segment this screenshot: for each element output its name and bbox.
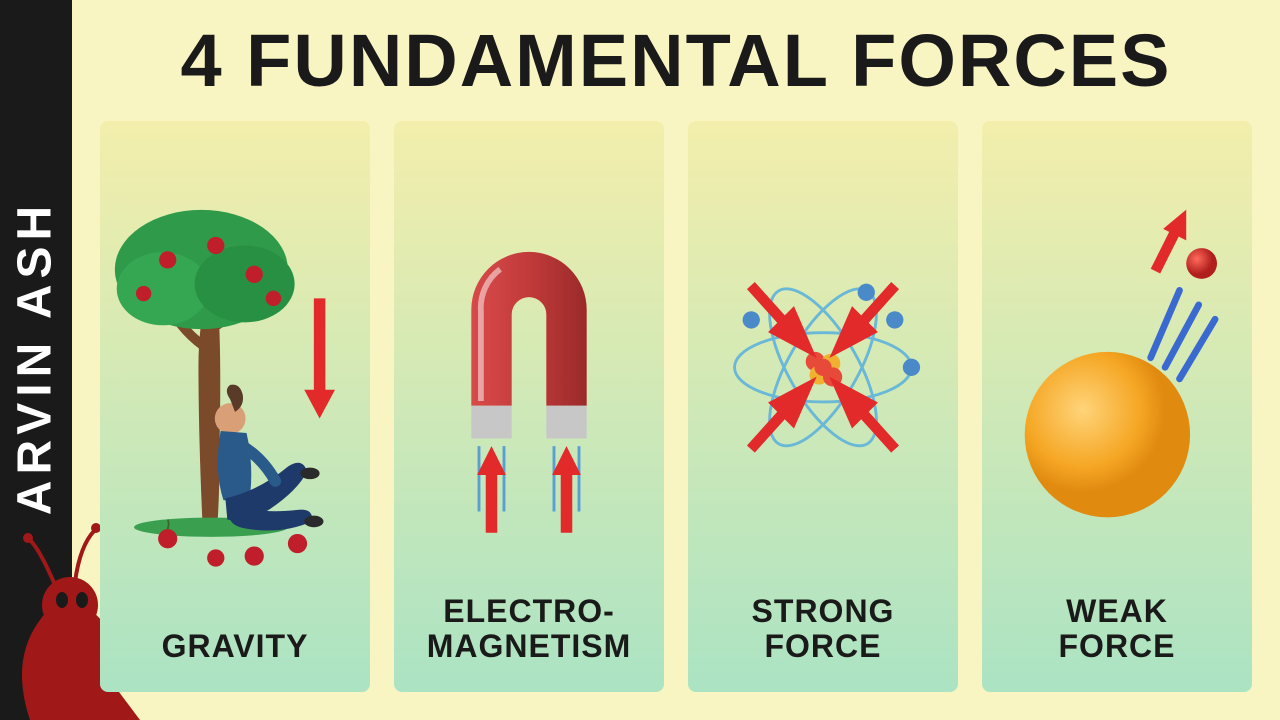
weak-illustration bbox=[992, 141, 1242, 594]
em-illustration bbox=[404, 141, 654, 594]
gravity-illustration bbox=[110, 141, 360, 629]
strong-illustration bbox=[698, 141, 948, 594]
brand-sidebar: ARVIN ASH bbox=[0, 0, 72, 720]
panel-gravity: GRAVITY bbox=[100, 121, 370, 692]
panel-label-weak: WEAK FORCE bbox=[1059, 594, 1176, 664]
page-title: 4 FUNDAMENTAL FORCES bbox=[100, 18, 1252, 103]
panel-label-em: ELECTRO- MAGNETISM bbox=[427, 594, 632, 664]
panel-weak: WEAK FORCE bbox=[982, 121, 1252, 692]
panel-electromagnetism: ELECTRO- MAGNETISM bbox=[394, 121, 664, 692]
main-content: 4 FUNDAMENTAL FORCES bbox=[72, 0, 1280, 720]
panels-row: GRAVITY bbox=[100, 121, 1252, 692]
brand-name: ARVIN ASH bbox=[8, 173, 63, 543]
panel-strong: STRONG FORCE bbox=[688, 121, 958, 692]
panel-label-strong: STRONG FORCE bbox=[752, 594, 895, 664]
panel-label-gravity: GRAVITY bbox=[162, 629, 309, 664]
